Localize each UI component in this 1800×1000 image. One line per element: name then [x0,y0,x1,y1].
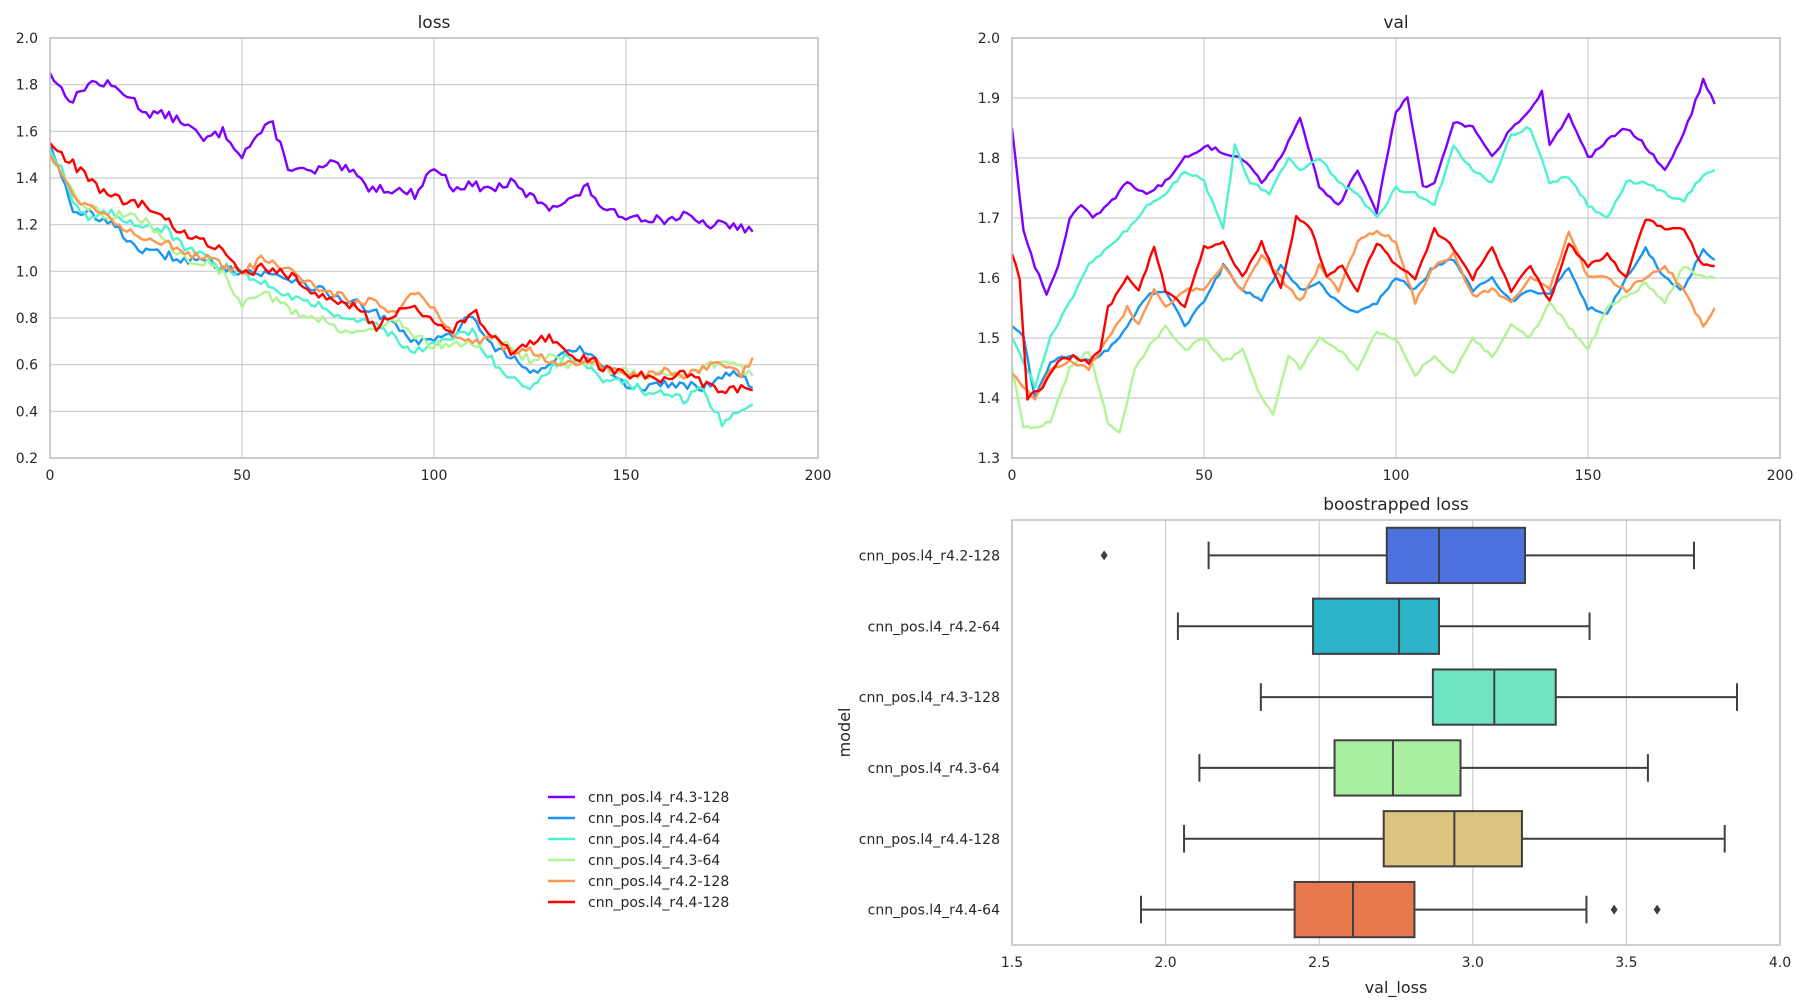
y-tick-label: 1.4 [978,391,1000,407]
legend-entry: cnn_pos.l4_r4.2-64 [548,811,720,827]
y-tick-label: 1.8 [16,78,38,94]
y-tick-label: 0.2 [16,451,38,467]
y-tick-label: 1.6 [978,271,1000,287]
series-line-cnn-pos-l4-r4-2-128 [50,154,754,380]
y-tick-label: 1.9 [978,91,1000,107]
x-tick-label: 0 [1008,468,1017,484]
box-iqr [1333,739,1462,797]
box-cnn-pos-l4-r4-3-64: cnn_pos.l4_r4.3-64 [868,739,1649,797]
legend-label: cnn_pos.l4_r4.4-128 [588,895,729,911]
gridlines [49,37,819,459]
y-axis-label: model [835,708,854,758]
x-tick-label: 100 [421,468,448,484]
x-tick-label: 50 [1195,468,1213,484]
series-group [1012,77,1716,434]
chart-loss: 0 50 100 150 200 0.2 0.4 0.6 0.8 1.0 1.2 1.4 1.6 1.8 2… [16,13,832,484]
box-cnn-pos-l4-r4-4-64: cnn_pos.l4_r4.4-64 [868,880,1661,939]
legend-label: cnn_pos.l4_r4.3-128 [588,790,729,806]
series-line-cnn-pos-l4-r4-4-128 [1012,214,1715,401]
y-tick-label: 2.0 [16,31,38,47]
gridlines [1011,37,1781,459]
legend-entry: cnn_pos.l4_r4.4-64 [548,832,720,848]
x-tick-label: 3.0 [1462,955,1484,971]
chart-title: loss [418,13,451,33]
series-line-cnn-pos-l4-r4-3-128 [1012,77,1716,296]
x-tick-label: 150 [1575,468,1602,484]
series-line-cnn-pos-l4-r4-4-128 [50,142,754,395]
plot-frame [1011,37,1781,459]
x-tick-label: 4.0 [1769,955,1791,971]
x-tick-label: 200 [805,468,832,484]
x-tick-label: 150 [613,468,640,484]
legend: cnn_pos.l4_r4.3-128 cnn_pos.l4_r4.2-64cnn… [548,790,729,911]
y-tick-label: 1.0 [16,264,38,280]
outlier-point [1610,904,1618,915]
y-tick-label: 0.8 [16,311,38,327]
series-line-cnn-pos-l4-r4-3-64 [1012,265,1716,434]
category-label: cnn_pos.l4_r4.3-128 [859,690,1000,706]
chart-title: boostrapped loss [1323,495,1469,515]
box-iqr [1385,526,1527,585]
category-label: cnn_pos.l4_r4.4-128 [859,832,1000,848]
chart-boxplot: cnn_pos.l4_r4.2-128 cnn_pos.l4_r4.2-64cnn… [835,495,1791,998]
outlier-point [1653,904,1661,915]
y-tick-label: 0.4 [16,404,38,420]
category-label: cnn_pos.l4_r4.2-128 [859,548,1000,564]
series-line-cnn-pos-l4-r4-2-64 [1012,246,1716,399]
x-tick-label: 100 [1383,468,1410,484]
category-label: cnn_pos.l4_r4.3-64 [868,761,1000,777]
y-tick-label: 2.0 [978,31,1000,47]
plot-frame [1011,519,1781,946]
x-tick-label: 2.5 [1308,955,1330,971]
category-label: cnn_pos.l4_r4.2-64 [868,619,1000,635]
legend-label: cnn_pos.l4_r4.2-128 [588,874,729,890]
x-tick-label: 50 [233,468,251,484]
box-iqr [1382,810,1523,868]
box-iqr [1312,597,1441,655]
y-tick-label: 1.8 [978,151,1000,167]
y-tick-label: 1.3 [978,451,1000,467]
box-cnn-pos-l4-r4-3-128: cnn_pos.l4_r4.3-128 [859,668,1738,726]
x-tick-label: 200 [1767,468,1794,484]
chart-title: val [1383,13,1408,33]
y-tick-label: 1.2 [16,218,38,234]
legend-label: cnn_pos.l4_r4.2-64 [588,811,720,827]
y-tick-label: 1.7 [978,211,1000,227]
chart-val: 0 50 100 150 200 1.3 1.4 1.5 1.6 1.7 1.8 1.9 2.0 val [978,13,1794,484]
series-group [50,72,754,428]
category-label: cnn_pos.l4_r4.4-64 [868,903,1000,919]
plot-frame [49,37,819,459]
legend-entry: cnn_pos.l4_r4.3-64 [548,853,720,869]
box-cnn-pos-l4-r4-2-64: cnn_pos.l4_r4.2-64 [868,597,1591,655]
x-axis-label: val_loss [1365,978,1428,998]
x-tick-label: 1.5 [1001,955,1023,971]
y-tick-label: 1.6 [16,124,38,140]
series-line-cnn-pos-l4-r4-4-64 [1012,126,1716,389]
box-cnn-pos-l4-r4-4-128: cnn_pos.l4_r4.4-128 [859,810,1726,868]
legend-entry: cnn_pos.l4_r4.2-128 [548,874,729,890]
series-line-cnn-pos-l4-r4-2-64 [50,142,754,393]
box-iqr [1293,880,1416,939]
series-line-cnn-pos-l4-r4-4-64 [50,149,754,428]
series-line-cnn-pos-l4-r4-2-128 [1012,229,1716,401]
outlier-point [1100,550,1108,561]
legend-label: cnn_pos.l4_r4.3-64 [588,853,720,869]
y-tick-label: 0.6 [16,358,38,374]
y-tick-label: 1.4 [16,171,38,187]
y-tick-label: 1.5 [978,331,1000,347]
legend-entry: cnn_pos.l4_r4.4-128 [548,895,729,911]
legend-entry: cnn_pos.l4_r4.3-128 [548,790,729,806]
x-tick-label: 3.5 [1615,955,1637,971]
box-cnn-pos-l4-r4-2-128: cnn_pos.l4_r4.2-128 [859,526,1695,585]
series-line-cnn-pos-l4-r4-3-128 [50,72,754,234]
legend-label: cnn_pos.l4_r4.4-64 [588,832,720,848]
x-tick-label: 0 [46,468,55,484]
x-tick-label: 2.0 [1154,955,1176,971]
